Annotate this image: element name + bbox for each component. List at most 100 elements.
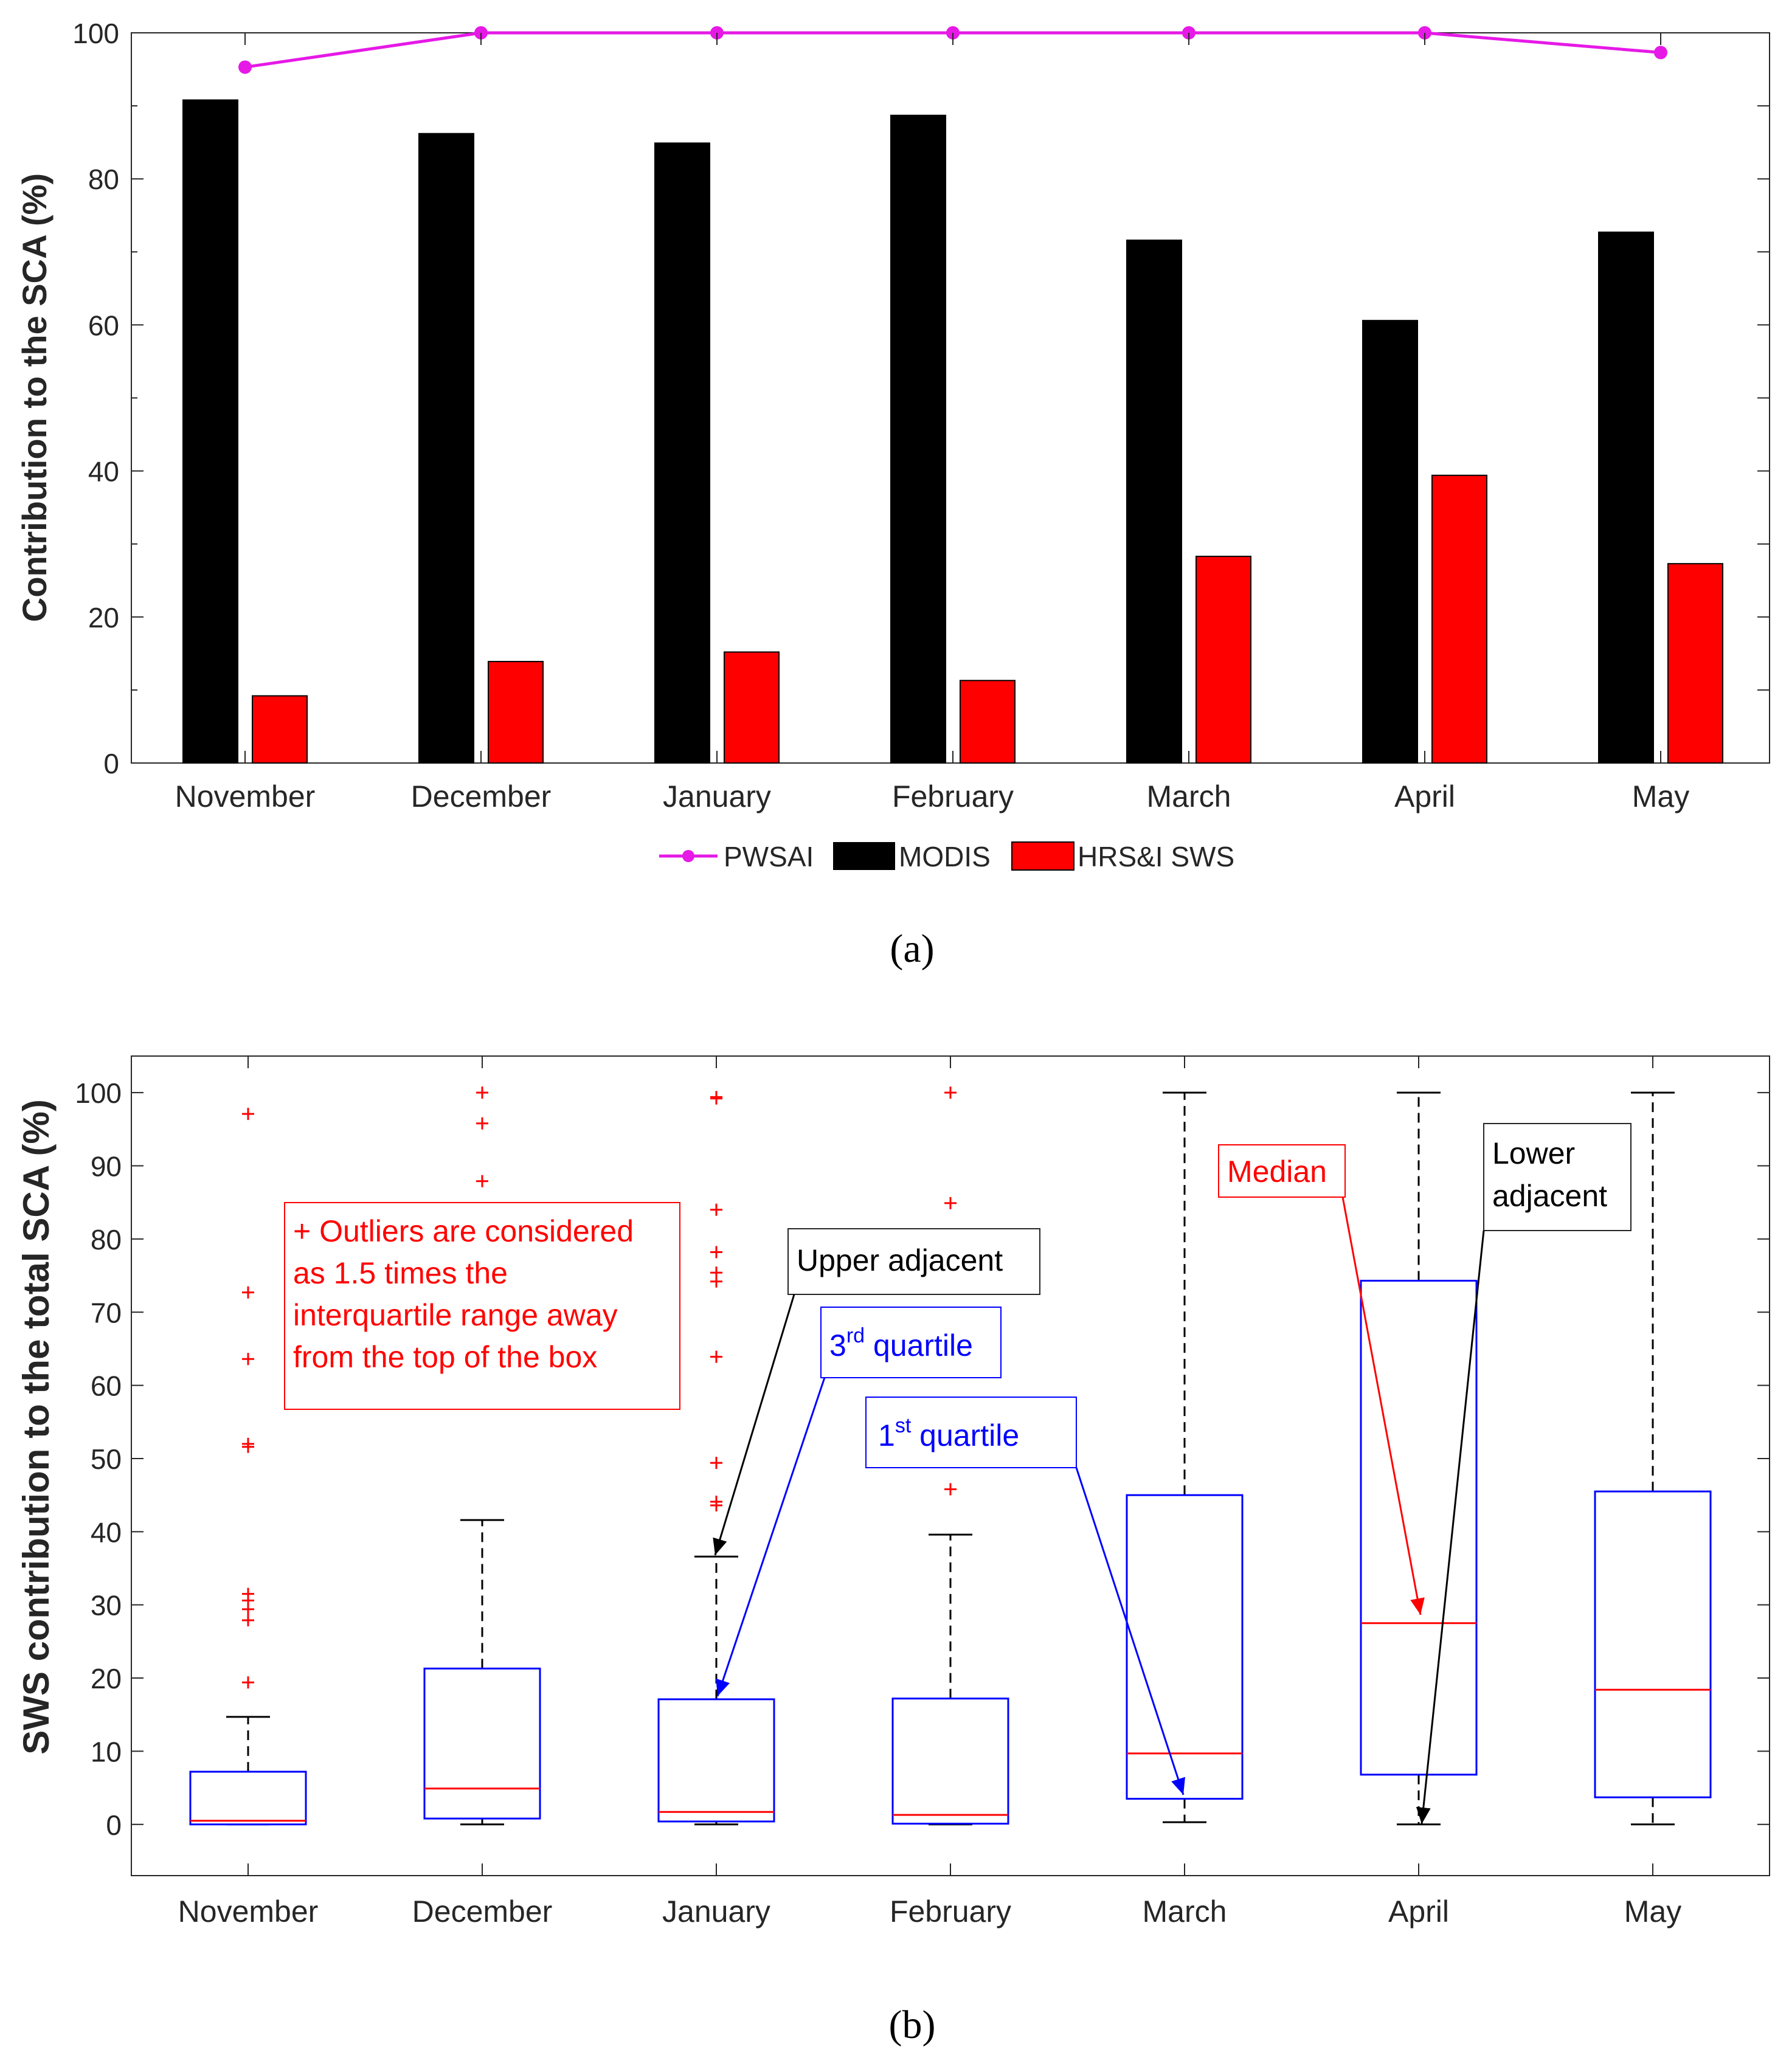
b-ytick-label: 80	[91, 1224, 122, 1255]
bar-modis-may	[1598, 231, 1654, 764]
third-quartile-arrow	[716, 1377, 826, 1697]
b-ytick-label: 20	[91, 1663, 122, 1694]
panel-b-ylabel: SWS contribution to the total SCA (%)	[16, 1099, 57, 1755]
third-quartile-label: 3rd quartile	[829, 1324, 973, 1362]
third-quartile-annotation: 3rd quartile	[716, 1307, 1002, 1697]
a-ytick-label: 80	[88, 164, 119, 195]
third-quartile-box	[820, 1307, 1002, 1378]
box-group-february	[891, 1086, 1009, 1826]
outlier-december	[476, 1175, 488, 1187]
bar-hrs-december	[488, 661, 544, 764]
outlier-november	[242, 1353, 254, 1366]
box-february	[891, 1697, 1009, 1825]
b-xtick-label-january: January	[662, 1894, 770, 1929]
bar-hrs-may	[1667, 563, 1723, 764]
a-xtick-label-december: December	[411, 779, 552, 813]
legend-modis-swatch	[833, 842, 895, 870]
a-xtick-label-march: March	[1147, 779, 1231, 813]
b-xtick-label-february: February	[890, 1894, 1011, 1929]
outlier-november	[242, 1614, 254, 1626]
outlier-january	[710, 1203, 722, 1216]
lower-adjacent-box	[1483, 1123, 1632, 1231]
median-box	[1218, 1144, 1346, 1198]
outlier-december	[476, 1117, 488, 1130]
outlier-january	[710, 1457, 722, 1469]
box-december	[423, 1667, 541, 1820]
bar-hrs-january	[724, 651, 780, 764]
a-ytick-label: 100	[72, 18, 119, 49]
box-group-january	[657, 1091, 775, 1826]
b-ytick-label: 30	[91, 1590, 122, 1621]
lower-adjacent-annotation: Lower adjacent	[1416, 1123, 1632, 1825]
outlier-january	[710, 1495, 722, 1508]
a-xtick-label-february: February	[892, 779, 1014, 813]
first-quartile-arrow	[1075, 1467, 1186, 1795]
outlier-february	[944, 1483, 957, 1496]
upper-adjacent-box	[787, 1228, 1040, 1295]
b-ytick-label: 50	[91, 1443, 122, 1475]
lower-adjacent-line-1: Lower	[1492, 1136, 1575, 1170]
bar-modis-november	[182, 99, 238, 764]
lower-adjacent-arrow	[1416, 1230, 1485, 1825]
box-may	[1594, 1490, 1712, 1798]
outlier-november	[242, 1108, 254, 1121]
upper-adjacent-label: Upper adjacent	[797, 1243, 1003, 1277]
panel-a-caption: (a)	[890, 927, 934, 971]
first-quartile-label: 1st quartile	[878, 1414, 1019, 1452]
bar-modis-december	[418, 133, 474, 764]
bar-hrs-november	[252, 695, 308, 764]
bar-modis-april	[1362, 320, 1418, 764]
bar-hrs-april	[1431, 474, 1487, 764]
panel-a-ylabel: Contribution to the SCA (%)	[15, 173, 54, 622]
b-ytick-label: 100	[75, 1077, 122, 1109]
panel-a-bar-chart: 0 20 40 60 80 100 November December January Febr…	[15, 18, 1770, 971]
bar-hrs-february	[960, 680, 1016, 764]
outlier-november	[242, 1676, 254, 1689]
median-arrow	[1341, 1197, 1425, 1615]
a-ytick-label: 60	[88, 309, 119, 341]
outlier-january	[710, 1246, 722, 1259]
outlier-january	[710, 1091, 722, 1103]
bar-hrs-march	[1196, 556, 1251, 764]
outlier-january	[710, 1350, 722, 1363]
b-ytick-label: 60	[91, 1370, 122, 1402]
outliers-note-line-2: as 1.5 times the	[293, 1256, 508, 1290]
panel-b-box-plot: 0 10 20 30 40 50 60 70 80 90 100 November December J…	[16, 1055, 1770, 2047]
b-xtick-label-march: March	[1143, 1894, 1227, 1929]
box-april	[1360, 1279, 1478, 1776]
a-xtick-label-may: May	[1632, 779, 1689, 813]
box-group-march	[1126, 1091, 1244, 1823]
outliers-note-box	[284, 1202, 680, 1410]
median-label: Median	[1227, 1155, 1327, 1189]
outlier-december	[476, 1086, 488, 1099]
box-january	[657, 1698, 775, 1823]
b-xtick-label-december: December	[412, 1894, 553, 1929]
legend-hrs-label: HRS&I SWS	[1078, 841, 1234, 872]
outliers-note-annotation: + Outliers are considered as 1.5 times t…	[284, 1202, 680, 1410]
bar-modis-january	[654, 142, 710, 764]
box-group-december	[423, 1086, 541, 1826]
outliers-note-line-3: interquartile range away	[293, 1298, 618, 1332]
b-ytick-label: 40	[91, 1516, 122, 1548]
b-ytick-label: 10	[91, 1736, 122, 1767]
panel-b-caption: (b)	[889, 2003, 936, 2047]
outlier-february	[944, 1197, 957, 1209]
first-quartile-annotation: 1st quartile	[865, 1397, 1186, 1795]
b-xtick-label-april: April	[1388, 1894, 1449, 1929]
upper-adjacent-arrow	[713, 1294, 795, 1556]
a-ytick-label: 40	[88, 456, 119, 488]
b-ytick-label: 0	[106, 1809, 122, 1841]
outliers-note-line-4: from the top of the box	[293, 1340, 597, 1374]
outlier-january	[710, 1266, 722, 1279]
point-pwsai-november	[238, 60, 252, 74]
outlier-november	[242, 1587, 254, 1600]
legend-modis-label: MODIS	[899, 841, 991, 872]
b-xtick-label-may: May	[1624, 1894, 1681, 1929]
a-ytick-label: 0	[103, 748, 119, 779]
lower-adjacent-line-2: adjacent	[1492, 1179, 1607, 1213]
bar-modis-february	[890, 114, 946, 764]
bar-modis-march	[1126, 240, 1182, 764]
outlier-february	[944, 1086, 957, 1099]
a-xtick-label-january: January	[663, 779, 771, 813]
legend-hrs-swatch	[1011, 841, 1074, 871]
